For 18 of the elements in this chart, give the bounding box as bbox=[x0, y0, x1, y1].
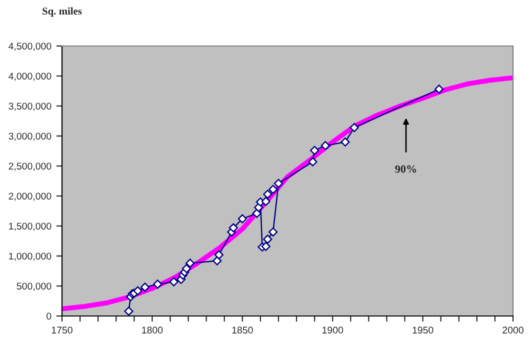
x-tick-label: 1750 bbox=[52, 326, 72, 334]
x-tick-label: 1950 bbox=[412, 326, 434, 334]
x-tick-label: 1850 bbox=[232, 326, 253, 334]
y-tick-label: 0 bbox=[46, 312, 52, 320]
annotation: 90% bbox=[395, 165, 416, 173]
y-tick-label: 4,000,000 bbox=[8, 72, 52, 81]
y-tick-label: 1,500,000 bbox=[9, 222, 52, 231]
y-tick-label: 3,000,000 bbox=[8, 132, 52, 141]
y-tick-label: 3,500,000 bbox=[8, 102, 52, 111]
y-tick-label: 500,000 bbox=[16, 282, 52, 291]
y-axis-title: Sq. miles bbox=[42, 7, 82, 17]
y-tick-label: 2,000,000 bbox=[8, 192, 52, 201]
x-tick-label: 2000 bbox=[502, 326, 524, 334]
y-tick-label: 1,000,000 bbox=[9, 252, 52, 261]
x-tick-label: 1900 bbox=[322, 326, 344, 334]
y-tick-label: 2,500,000 bbox=[8, 162, 52, 171]
y-tick-label: 4,500,000 bbox=[8, 42, 52, 51]
x-tick-label: 1800 bbox=[142, 326, 163, 334]
